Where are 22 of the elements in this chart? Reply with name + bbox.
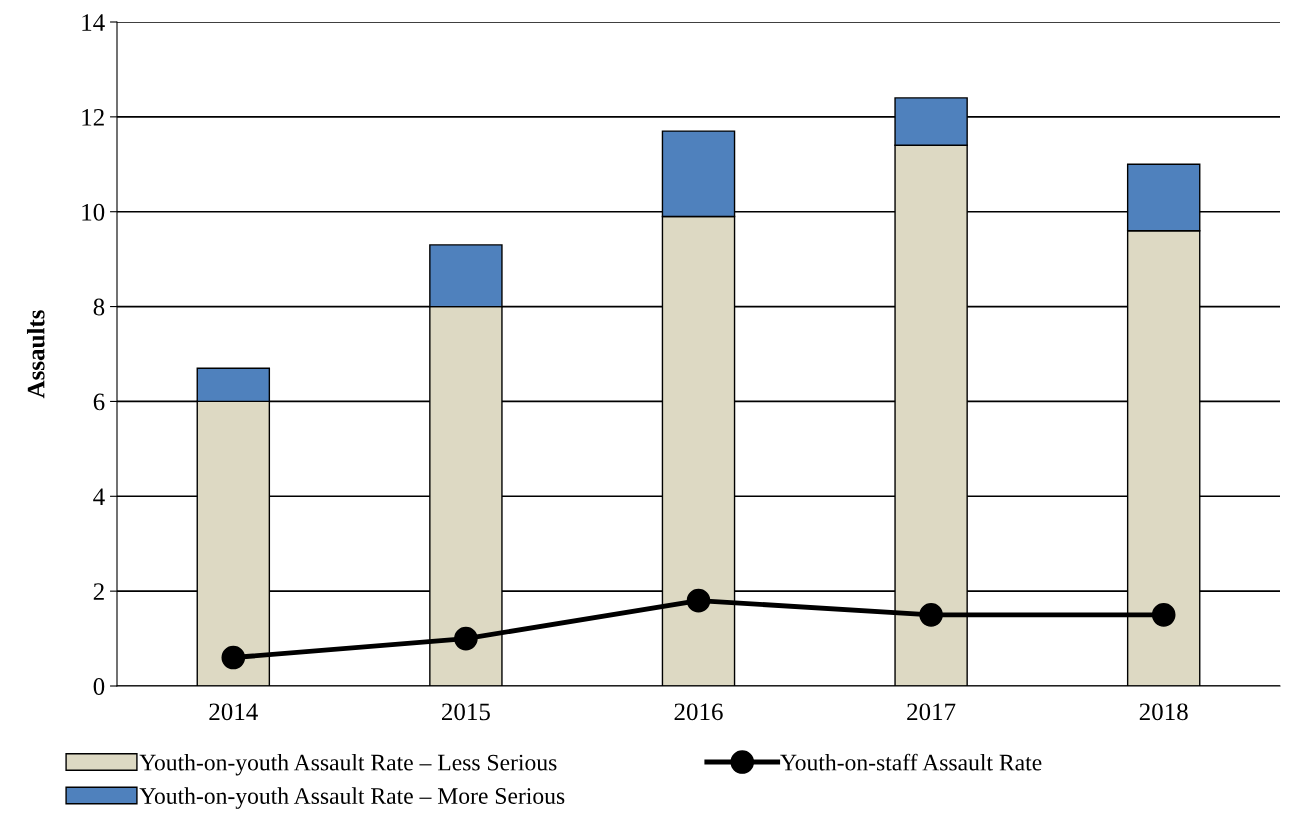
x-tick-label: 2017 xyxy=(907,703,956,721)
y-tick-label: 0 xyxy=(93,678,105,695)
legend-label: Youth-on-youth Assault Rate – Less Serious xyxy=(139,753,557,776)
point xyxy=(454,626,478,651)
y-tick-label: 8 xyxy=(93,298,105,316)
y-tick-label: 4 xyxy=(93,488,105,505)
point xyxy=(919,603,943,627)
y-tick-label: 14 xyxy=(82,14,105,31)
y-tick-label: 10 xyxy=(82,203,105,221)
point xyxy=(686,588,711,613)
y-tick-label: 6 xyxy=(93,393,105,411)
x-tick-label: 2016 xyxy=(674,703,723,721)
x-tick-label: 2014 xyxy=(209,703,258,721)
x-tick-label: 2018 xyxy=(1139,703,1188,721)
y-axis-title: Assaults xyxy=(26,310,45,399)
point xyxy=(221,645,246,670)
point xyxy=(1151,603,1176,627)
legend-label: Youth-on-youth Assault Rate – More Serious xyxy=(139,787,565,809)
x-tick-label: 2015 xyxy=(442,703,490,721)
legend-label: Youth-on-staff Assault Rate xyxy=(780,753,1042,771)
y-tick-label: 2 xyxy=(93,583,104,600)
y-tick-label: 12 xyxy=(82,108,104,126)
